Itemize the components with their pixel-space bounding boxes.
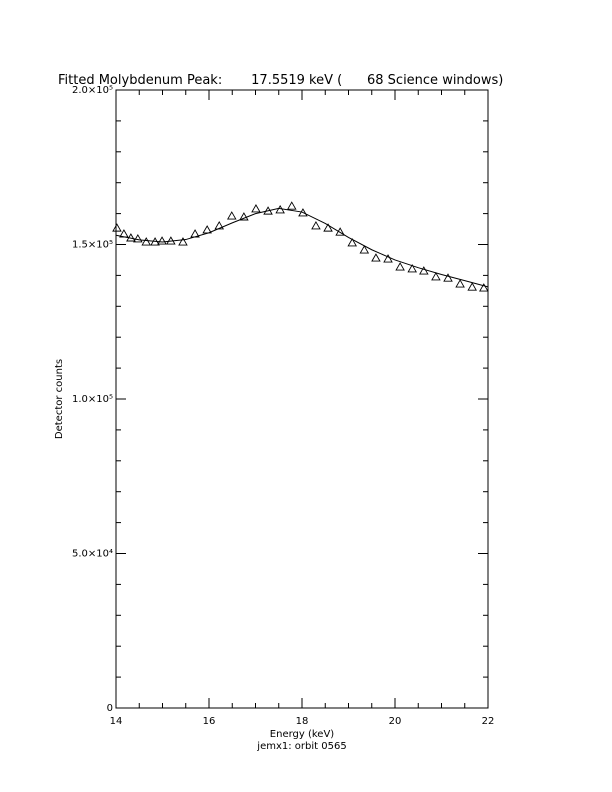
- data-point: [479, 283, 489, 292]
- data-point: [419, 266, 429, 275]
- data-point: [455, 279, 465, 288]
- x-axis-label: Energy (keV): [270, 729, 335, 740]
- data-point: [227, 211, 237, 220]
- data-point: [359, 245, 370, 254]
- data-point: [443, 273, 453, 282]
- data-point: [407, 264, 417, 273]
- data-point: [395, 262, 405, 271]
- data-point: [431, 272, 441, 281]
- y-tick-label: 5.0×10⁴: [72, 549, 113, 560]
- x-tick-label: 14: [110, 716, 123, 727]
- data-point: [467, 282, 477, 291]
- data-point: [286, 201, 297, 210]
- y-tick-label: 1.0×10⁵: [72, 394, 113, 405]
- x-tick-label: 22: [482, 716, 495, 727]
- data-point: [371, 253, 381, 262]
- x-tick-label: 20: [389, 716, 402, 727]
- data-point: [214, 221, 225, 230]
- x-tick-label: 16: [203, 716, 216, 727]
- data-point: [383, 254, 393, 263]
- data-point: [323, 223, 333, 232]
- data-point: [112, 223, 122, 232]
- fit-line: [115, 207, 489, 288]
- data-point: [178, 237, 188, 246]
- data-point: [347, 238, 357, 247]
- subtitle: jemx1: orbit 0565: [256, 741, 346, 752]
- data-point: [311, 221, 321, 230]
- y-tick-label: 2.0×10⁵: [72, 85, 113, 96]
- chart-title: Fitted Molybdenum Peak: 17.5519 keV ( 68…: [58, 73, 503, 88]
- x-tick-label: 18: [296, 716, 309, 727]
- plot-frame: [115, 89, 489, 709]
- y-axis-label: Detector counts: [54, 359, 65, 439]
- y-tick-label: 0: [107, 703, 113, 714]
- data-point: [251, 204, 261, 213]
- data-point: [141, 237, 152, 246]
- y-tick-label: 1.5×10⁵: [72, 240, 113, 251]
- data-point: [298, 208, 308, 217]
- data-point: [133, 234, 143, 243]
- data-point: [239, 212, 249, 221]
- data-point: [157, 236, 167, 245]
